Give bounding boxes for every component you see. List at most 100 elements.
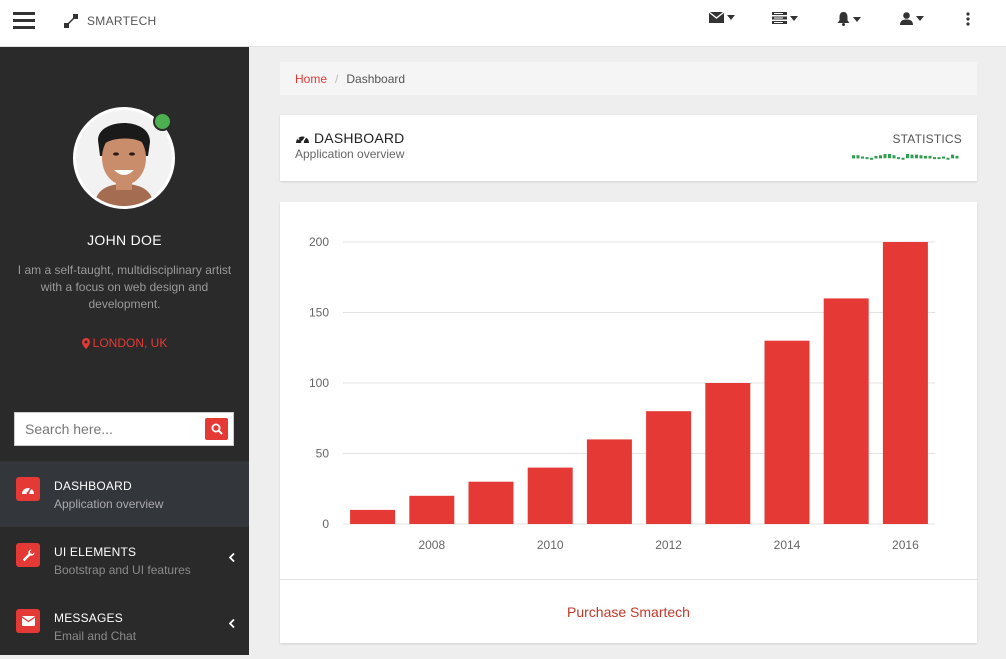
caret-down-icon: [916, 16, 924, 21]
y-tick-label: 100: [309, 376, 329, 390]
y-tick-label: 150: [309, 306, 329, 320]
more-menu-button[interactable]: [966, 12, 970, 26]
user-icon: [900, 12, 913, 25]
bar-2013: [705, 383, 751, 524]
sidebar-item-sublabel: Email and Chat: [54, 629, 137, 643]
y-tick-label: 50: [316, 447, 330, 461]
more-vertical-icon: [966, 12, 970, 26]
page-subtitle: Application overview: [295, 147, 405, 161]
bar-2014: [764, 340, 810, 524]
bar-2016: [882, 242, 928, 524]
search-icon: [211, 423, 223, 435]
purchase-link[interactable]: Purchase Smartech: [567, 603, 690, 620]
sidebar: JOHN DOE I am a self-taught, multidiscip…: [0, 47, 249, 655]
sparkline-bar: [906, 154, 909, 159]
sidebar-search: [14, 412, 234, 446]
sparkline-bar: [928, 155, 932, 159]
sidebar-item-label: MESSAGES: [54, 611, 123, 625]
caret-down-icon: [790, 15, 798, 21]
sparkline-bar: [861, 156, 864, 159]
dashboard-icon: [296, 134, 309, 144]
bar-2015: [823, 298, 869, 524]
sparkline-bar: [942, 156, 945, 159]
wrench-icon: [16, 543, 40, 567]
sparkline-bar: [924, 155, 927, 159]
sparkline-bar: [874, 155, 878, 159]
user-avatar-wrap: [73, 107, 175, 209]
sidebar-item-sublabel: Application overview: [54, 497, 164, 511]
sparkline-bar: [865, 157, 869, 160]
sparkline-bar: [946, 157, 950, 160]
menu-icon[interactable]: [13, 12, 35, 30]
breadcrumb: Home / Dashboard: [280, 62, 977, 95]
sidebar-item-ui-elements[interactable]: UI ELEMENTS Bootstrap and UI features: [0, 527, 249, 593]
x-tick-label: 2008: [418, 538, 445, 552]
page-title: DASHBOARD: [295, 130, 404, 146]
breadcrumb-current: Dashboard: [346, 71, 406, 86]
list-icon: [772, 12, 787, 24]
brand[interactable]: SMARTECH: [63, 13, 157, 29]
logo-icon: [64, 14, 78, 28]
sidebar-item-sublabel: Bootstrap and UI features: [54, 563, 191, 577]
page-title-text: DASHBOARD: [314, 130, 405, 146]
notifications-dropdown[interactable]: [837, 12, 861, 26]
bar-2011: [586, 439, 632, 524]
page-header-card: DASHBOARD Application overview STATISTIC…: [280, 115, 977, 181]
sparkline-bar: [937, 157, 941, 160]
sidebar-item-messages[interactable]: MESSAGES Email and Chat: [0, 593, 249, 659]
chevron-left-icon: [229, 619, 235, 628]
sparkline-bar: [897, 157, 900, 160]
bell-icon: [837, 12, 850, 26]
breadcrumb-home-link[interactable]: Home: [295, 71, 328, 86]
revenue-chart-card: 0 50 100 150 200 2008 2010 2012 2014 2016 Purchas…: [280, 202, 977, 643]
sparkline-bar: [856, 155, 860, 159]
sparkline-bar: [852, 155, 855, 159]
sparkline-bar: [915, 154, 918, 159]
y-tick-label: 0: [322, 517, 329, 531]
brand-name: SMARTECH: [87, 14, 157, 28]
tasks-dropdown[interactable]: [772, 12, 798, 24]
statistics-label: STATISTICS: [892, 132, 962, 146]
caret-down-icon: [727, 15, 735, 20]
sparkline-bar: [883, 154, 887, 159]
bar-2010: [527, 467, 573, 524]
sparkline-bar: [901, 157, 905, 160]
statistics-sparkline: [852, 154, 959, 160]
x-tick-label: 2016: [892, 538, 919, 552]
chevron-left-icon: [229, 553, 235, 562]
bar-2008: [409, 495, 455, 524]
card-footer: Purchase Smartech: [280, 579, 977, 643]
x-tick-label: 2010: [537, 538, 564, 552]
sidebar-item-label: DASHBOARD: [54, 479, 132, 493]
messages-dropdown[interactable]: [709, 12, 735, 23]
sparkline-bar: [870, 157, 873, 160]
bar-2012: [646, 411, 692, 524]
sparkline-bar: [910, 154, 914, 159]
user-name: JOHN DOE: [87, 232, 162, 248]
envelope-icon: [16, 609, 40, 633]
top-navbar: SMARTECH: [0, 0, 1006, 47]
sparkline-bar: [879, 155, 882, 159]
envelope-icon: [709, 12, 724, 23]
bar-2007: [350, 509, 396, 524]
sparkline-bar: [933, 157, 936, 160]
sparkline-bar: [892, 155, 896, 159]
bar-chart: 0 50 100 150 200 2008 2010 2012 2014 2016: [309, 235, 935, 552]
x-tick-label: 2014: [774, 538, 801, 552]
search-input[interactable]: [25, 421, 195, 437]
caret-down-icon: [853, 16, 861, 22]
dashboard-icon: [16, 477, 40, 501]
sidebar-item-dashboard[interactable]: DASHBOARD Application overview: [0, 461, 249, 527]
search-button[interactable]: [205, 418, 228, 440]
sparkline-bar: [888, 154, 891, 159]
map-marker-icon: [81, 337, 90, 349]
sparkline-bar: [919, 155, 923, 159]
bar-2009: [468, 481, 514, 524]
breadcrumb-separator: /: [335, 71, 339, 86]
sparkline-bar: [955, 155, 959, 159]
user-dropdown[interactable]: [900, 12, 924, 25]
sidebar-item-label: UI ELEMENTS: [54, 545, 137, 559]
location-label: LONDON, UK: [92, 336, 168, 350]
sparkline-bar: [951, 154, 954, 159]
user-bio: I am a self-taught, multidisciplinary ar…: [17, 263, 232, 311]
